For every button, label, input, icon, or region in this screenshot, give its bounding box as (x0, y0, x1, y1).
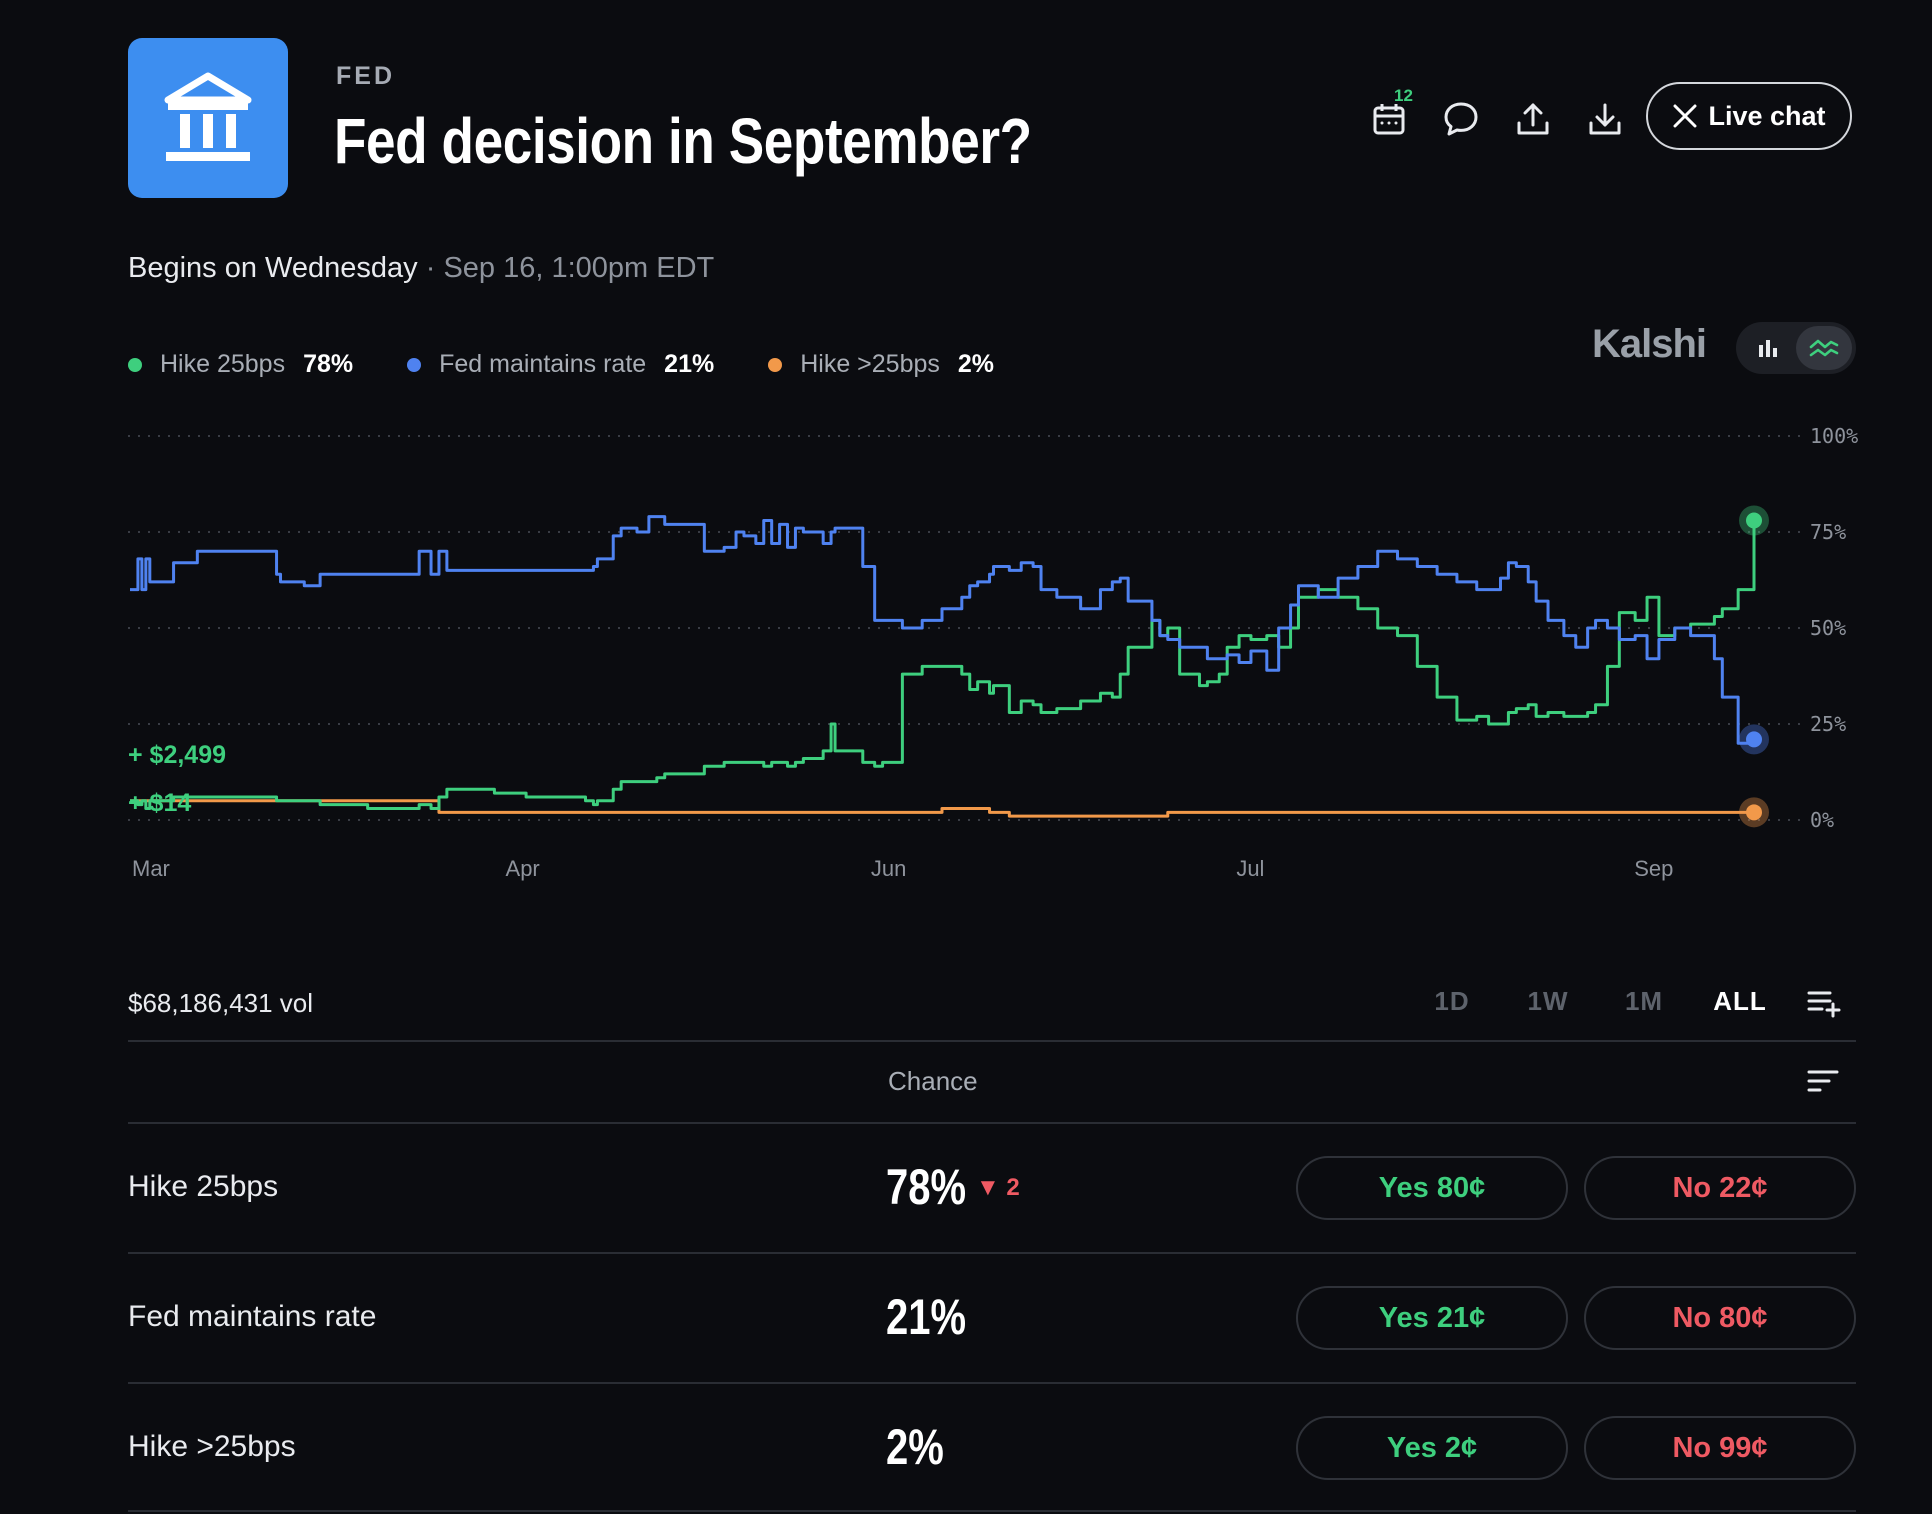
buy-yes-button[interactable]: Yes 21¢ (1296, 1286, 1568, 1350)
range-tab-all[interactable]: ALL (1713, 986, 1767, 1016)
x-tick-label: Sep (1634, 856, 1673, 881)
market-volume: $68,186,431 vol (128, 988, 314, 1018)
legend-item-fed-maintains-rate: Fed maintains rate 21% (407, 350, 714, 379)
bank-building-icon (164, 72, 252, 161)
divider (128, 1122, 1856, 1124)
legend-value: 21% (664, 350, 715, 378)
outcome-name: Hike >25bps (128, 1430, 296, 1463)
chart-view-toggle (1736, 322, 1856, 374)
outcome-name: Hike 25bps (128, 1170, 279, 1203)
divider (128, 1252, 1856, 1254)
calendar-badge: 12 (1394, 86, 1413, 105)
y-tick-label: 75% (1810, 520, 1846, 544)
event-begins: Begins on Wednesday (128, 252, 418, 284)
market-logo (128, 38, 288, 198)
outcome-chance: 2% (886, 1419, 944, 1475)
price-history-chart[interactable]: 100% 75% 50% 25% 0% Mar Apr Jun Jul Sep + $2,499… (0, 0, 1932, 900)
range-tab-1w[interactable]: 1W (1527, 986, 1569, 1016)
playlist-add-icon (1807, 991, 1841, 1018)
legend-name: Fed maintains rate (439, 350, 647, 378)
buy-no-button[interactable]: No 99¢ (1584, 1416, 1856, 1480)
legend-name: Hike 25bps (160, 350, 286, 378)
event-separator: · (417, 252, 444, 284)
chance-change-down: ▼ 2 (976, 1174, 1020, 1201)
line-view-button[interactable] (1796, 326, 1852, 370)
legend-value: 78% (303, 350, 354, 378)
buy-no-button[interactable]: No 80¢ (1584, 1286, 1856, 1350)
page-title: Fed decision in September? (334, 105, 1032, 177)
chart-series (130, 505, 1769, 828)
comments-button[interactable] (1436, 94, 1486, 144)
share-button[interactable] (1508, 94, 1558, 144)
add-to-list-button[interactable] (1806, 988, 1842, 1023)
x-tick-label: Apr (506, 856, 540, 881)
event-datetime: Sep 16, 1:00pm EDT (443, 252, 715, 284)
buy-yes-button[interactable]: Yes 80¢ (1296, 1156, 1568, 1220)
buy-yes-button[interactable]: Yes 2¢ (1296, 1416, 1568, 1480)
legend-dot (768, 357, 783, 372)
pnl-annotation-hike-over-25bps: + $14 (128, 789, 191, 817)
time-range-tabs: 1D 1W 1M ALL (1404, 986, 1788, 1017)
series-line (130, 515, 1756, 745)
upload-icon (1517, 103, 1549, 135)
legend-item-hike-over-25bps: Hike >25bps 2% (768, 350, 994, 379)
legend-dot (407, 357, 422, 372)
chart-grid (128, 435, 1800, 821)
series-end-marker (1746, 731, 1762, 748)
live-chat-label: Live chat (1708, 100, 1826, 131)
legend-item-hike-25bps: Hike 25bps 78% (128, 350, 353, 379)
chart-legend: Hike 25bps 78% Fed maintains rate 21% Hi… (128, 350, 994, 379)
outcome-chance: 78% (886, 1159, 967, 1215)
bar-view-button[interactable] (1740, 326, 1796, 370)
bar-chart-icon (1759, 340, 1777, 357)
chat-bubble-icon (1444, 102, 1478, 136)
live-chat-button[interactable]: Live chat (1646, 82, 1852, 150)
calendar-icon (1373, 104, 1405, 135)
y-tick-label: 25% (1810, 712, 1846, 736)
series-end-marker (1746, 804, 1762, 821)
series-end-marker (1746, 512, 1762, 529)
y-axis-labels: 100% 75% 50% 25% 0% (1810, 424, 1858, 832)
x-tick-label: Jun (871, 856, 906, 881)
legend-dot (128, 357, 142, 372)
range-tab-1m[interactable]: 1M (1624, 986, 1664, 1016)
x-tick-label: Mar (132, 856, 170, 881)
kalshi-logo: Kalshi (1592, 322, 1707, 366)
sort-icon (1807, 1070, 1839, 1092)
sort-button[interactable] (1806, 1068, 1840, 1099)
download-icon (1589, 103, 1621, 135)
series-line (130, 520, 1756, 810)
close-icon (1673, 104, 1697, 128)
event-schedule: Begins on Wednesday · Sep 16, 1:00pm EDT (128, 252, 714, 285)
legend-name: Hike >25bps (800, 350, 940, 378)
y-tick-label: 0% (1810, 808, 1834, 832)
pnl-annotation-hike-25bps: + $2,499 (128, 741, 226, 769)
x-tick-label: Jul (1236, 856, 1264, 881)
y-tick-label: 50% (1810, 616, 1846, 640)
series-line (130, 799, 1754, 818)
chance-column-header: Chance (888, 1066, 978, 1096)
calendar-button[interactable] (1364, 94, 1414, 144)
outcome-chance: 21% (886, 1289, 967, 1345)
x-axis-labels: Mar Apr Jun Jul Sep (132, 856, 1673, 881)
outcome-name: Fed maintains rate (128, 1300, 377, 1333)
divider (128, 1040, 1856, 1042)
buy-no-button[interactable]: No 22¢ (1584, 1156, 1856, 1220)
divider (128, 1382, 1856, 1384)
legend-value: 2% (957, 350, 995, 378)
market-category: FED (336, 62, 395, 90)
line-chart-icon (1809, 339, 1839, 357)
y-tick-label: 100% (1810, 424, 1858, 448)
range-tab-1d[interactable]: 1D (1434, 986, 1470, 1016)
download-button[interactable] (1580, 94, 1630, 144)
divider (128, 1510, 1856, 1512)
